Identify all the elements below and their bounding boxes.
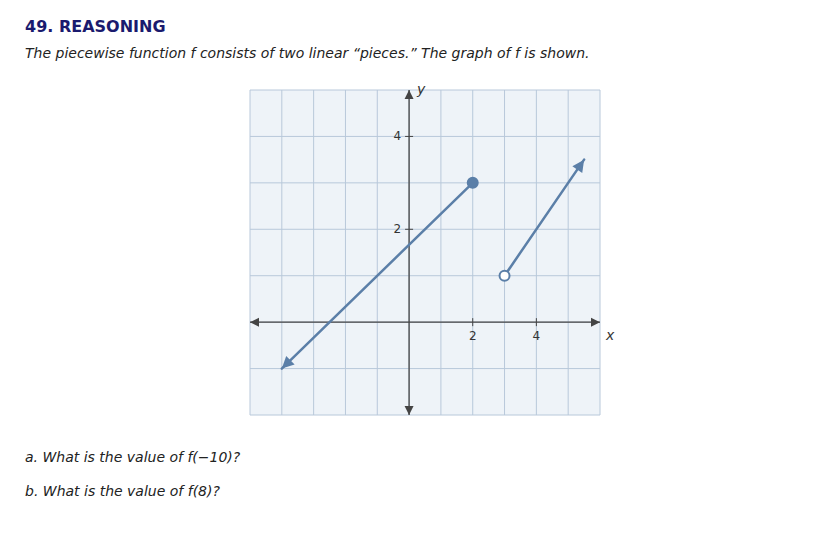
axis-arrow <box>250 318 259 327</box>
subtitle: The piecewise function f consists of two… <box>25 45 589 61</box>
minor-grid-line <box>250 275 600 276</box>
minor-grid-line <box>281 90 282 415</box>
function-piece <box>505 160 585 276</box>
question: a. What is the value of f(−10)? <box>25 449 241 465</box>
minor-grid-line <box>504 90 505 415</box>
chart: 49. REASONING The piecewise function f co… <box>0 0 818 538</box>
minor-grid-line <box>250 90 251 415</box>
y-tick-label: 2 <box>393 222 401 236</box>
x-tick <box>536 318 537 326</box>
axes: 2 4 2 4 <box>250 90 600 415</box>
x-tick <box>472 318 473 326</box>
x-axis-label: x <box>605 327 615 343</box>
axis-arrow <box>591 318 600 327</box>
data-layer <box>282 160 584 369</box>
x-tick-label: 4 <box>533 329 541 343</box>
minor-grid-line <box>409 90 410 415</box>
minor-grid-line <box>377 90 378 415</box>
piece-arrow <box>282 356 295 369</box>
page: {"chart_data": { "type": "line", "title"… <box>0 0 818 538</box>
y-tick-label: 4 <box>393 129 401 143</box>
grid-line <box>536 90 537 415</box>
closed-point <box>468 178 478 188</box>
minor-grid-line <box>568 90 569 415</box>
minor-grid-line <box>250 182 600 183</box>
grid-line <box>250 136 600 137</box>
y-tick <box>405 136 413 137</box>
open-point <box>500 271 510 281</box>
question: b. What is the value of f(8)? <box>25 483 220 499</box>
plot-background <box>250 90 600 415</box>
minor-grid-line <box>250 322 600 323</box>
piece-arrow <box>572 160 584 173</box>
minor-grid-line <box>250 415 600 416</box>
minor-grid-line <box>600 90 601 415</box>
title: 49. REASONING <box>25 17 166 36</box>
grid-line <box>472 90 473 415</box>
axis-arrow <box>405 406 414 415</box>
x-axis-line <box>250 321 600 322</box>
y-axis-label: y <box>416 81 426 97</box>
minor-grid-line <box>250 368 600 369</box>
x-tick-label: 2 <box>469 329 477 343</box>
minor-grid-line <box>345 90 346 415</box>
y-tick <box>405 229 413 230</box>
minor-grid-line <box>313 90 314 415</box>
minor-grid-line <box>440 90 441 415</box>
y-axis-line <box>408 90 409 415</box>
grid <box>250 90 600 415</box>
axis-arrow <box>405 90 414 99</box>
function-piece <box>282 183 473 369</box>
